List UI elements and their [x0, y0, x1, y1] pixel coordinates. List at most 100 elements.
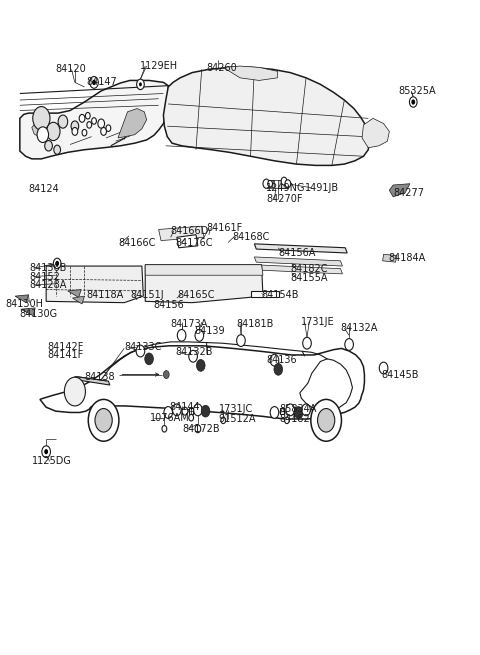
Circle shape [54, 145, 60, 155]
Text: 84136B: 84136B [29, 263, 67, 273]
Text: 84139: 84139 [194, 326, 225, 336]
Circle shape [98, 119, 105, 128]
Polygon shape [254, 257, 342, 266]
Circle shape [201, 405, 210, 417]
Circle shape [270, 354, 279, 366]
Text: 84155A: 84155A [290, 273, 328, 283]
Text: 84151J: 84151J [130, 290, 164, 301]
Text: 84128A: 84128A [29, 280, 67, 290]
Circle shape [221, 417, 226, 424]
Text: 84141F: 84141F [48, 350, 84, 360]
Text: 84132A: 84132A [340, 323, 378, 333]
Polygon shape [280, 408, 284, 414]
Circle shape [196, 360, 205, 371]
Circle shape [139, 83, 142, 86]
Text: 1129EH: 1129EH [140, 61, 178, 71]
Circle shape [136, 345, 145, 357]
Circle shape [182, 407, 188, 415]
Circle shape [33, 107, 50, 130]
Circle shape [145, 353, 154, 365]
Text: 1491JB: 1491JB [305, 183, 339, 193]
Text: 84120: 84120 [56, 64, 86, 74]
Text: 84166D: 84166D [170, 226, 209, 236]
Text: 84133C: 84133C [124, 342, 162, 352]
Circle shape [79, 115, 85, 122]
Circle shape [379, 362, 388, 374]
Text: 1731JE: 1731JE [301, 317, 335, 328]
Text: 84165C: 84165C [178, 290, 216, 301]
Polygon shape [254, 244, 347, 253]
Polygon shape [72, 296, 84, 304]
Polygon shape [68, 290, 81, 297]
Circle shape [286, 404, 295, 416]
Polygon shape [251, 291, 279, 297]
Circle shape [270, 407, 279, 419]
Text: 84132B: 84132B [175, 347, 213, 358]
Circle shape [85, 113, 90, 119]
Polygon shape [145, 265, 263, 303]
Circle shape [281, 177, 287, 185]
Polygon shape [145, 265, 263, 275]
Circle shape [42, 446, 50, 458]
Text: 84147: 84147 [86, 77, 117, 86]
Text: 84168C: 84168C [233, 233, 270, 242]
Text: 85834A: 85834A [279, 403, 317, 413]
Circle shape [137, 79, 144, 90]
Text: 84138: 84138 [84, 372, 115, 382]
Polygon shape [300, 359, 352, 409]
Text: 84136: 84136 [266, 354, 297, 365]
Circle shape [44, 449, 48, 455]
Circle shape [82, 130, 87, 136]
Text: 91512A: 91512A [218, 414, 256, 424]
Polygon shape [268, 180, 275, 187]
Text: 84270F: 84270F [266, 194, 303, 204]
Text: 1076AM: 1076AM [150, 413, 190, 422]
Text: 84176C: 84176C [175, 238, 213, 248]
Text: 85325A: 85325A [398, 86, 435, 96]
Polygon shape [75, 377, 110, 385]
Circle shape [162, 426, 167, 432]
Polygon shape [189, 408, 193, 414]
Circle shape [268, 180, 273, 187]
Polygon shape [254, 265, 342, 274]
Circle shape [47, 122, 60, 141]
Polygon shape [15, 295, 28, 303]
Text: 84166C: 84166C [118, 238, 156, 248]
Text: 84161F: 84161F [206, 223, 243, 233]
Polygon shape [21, 308, 35, 316]
Text: 84173A: 84173A [170, 318, 208, 329]
Circle shape [90, 77, 98, 88]
Text: 84277: 84277 [393, 188, 424, 198]
Text: 84156A: 84156A [278, 248, 316, 258]
Circle shape [92, 80, 96, 85]
Circle shape [263, 179, 270, 188]
Polygon shape [46, 266, 144, 303]
Circle shape [285, 179, 291, 187]
Text: 84172B: 84172B [182, 424, 220, 434]
Circle shape [311, 400, 341, 441]
Text: 84156: 84156 [154, 300, 185, 310]
Text: 84144: 84144 [169, 402, 200, 411]
Circle shape [237, 335, 245, 346]
Polygon shape [389, 183, 410, 196]
Circle shape [189, 350, 197, 362]
Circle shape [318, 409, 335, 432]
Circle shape [164, 407, 172, 419]
Polygon shape [40, 346, 364, 419]
Text: 84152: 84152 [29, 272, 60, 282]
Circle shape [193, 404, 202, 416]
Circle shape [274, 364, 283, 375]
Text: 1125DG: 1125DG [32, 457, 72, 466]
Circle shape [409, 97, 417, 107]
Polygon shape [20, 81, 168, 159]
Circle shape [53, 258, 61, 269]
Circle shape [88, 400, 119, 441]
Circle shape [195, 329, 204, 341]
Circle shape [58, 115, 68, 128]
Text: 84154B: 84154B [262, 290, 299, 301]
Circle shape [71, 121, 79, 132]
Circle shape [172, 404, 181, 416]
Polygon shape [158, 226, 204, 240]
Circle shape [55, 261, 59, 266]
Polygon shape [118, 109, 147, 138]
